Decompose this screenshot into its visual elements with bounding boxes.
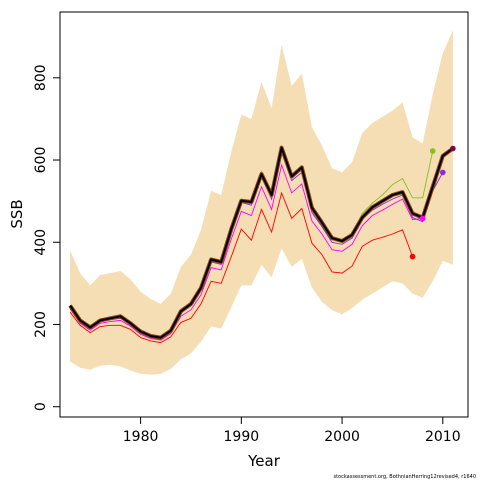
x-axis-title: Year: [247, 452, 281, 470]
series-line: [69, 191, 414, 344]
y-tick-label: 600: [33, 147, 49, 174]
confidence-band-layer: [70, 30, 453, 375]
series-line-main: [69, 146, 454, 339]
y-axis: 0 200 400 600 800: [33, 64, 60, 411]
x-tick-label: 2010: [425, 429, 461, 445]
plot-frame: [59, 11, 469, 418]
end-point: [419, 215, 426, 222]
end-points-layer: [409, 145, 456, 260]
end-point: [409, 253, 416, 260]
footnote: stockassessment.org, BothnianHerring12re…: [333, 474, 476, 480]
end-point: [450, 145, 456, 152]
y-tick-label: 800: [33, 64, 49, 91]
series-line: [69, 163, 423, 341]
confidence-band: [70, 30, 453, 375]
y-tick-label: 400: [33, 229, 49, 256]
y-tick-label: 200: [33, 311, 49, 338]
end-point: [429, 148, 436, 154]
x-tick-label: 1980: [123, 429, 159, 445]
y-axis-title: SSB: [8, 199, 26, 228]
x-tick-label: 1990: [224, 429, 260, 445]
y-tick-label: 0: [33, 402, 49, 411]
end-point: [440, 169, 446, 176]
x-axis: 1980 1990 2000 2010: [123, 417, 461, 445]
series-layer: [68, 145, 455, 344]
x-tick-label: 2000: [324, 429, 360, 445]
